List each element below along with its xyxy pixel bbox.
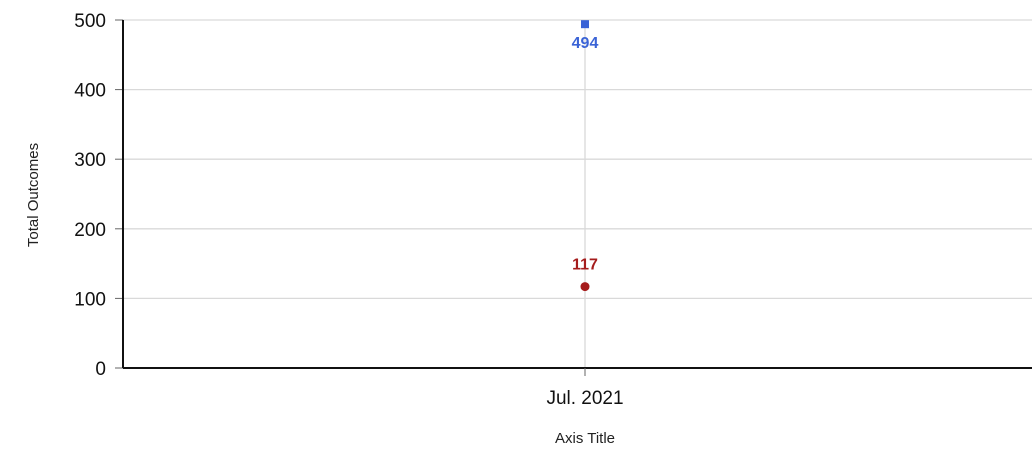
y-tick-label: 400 [74, 81, 106, 102]
y-tick-label: 200 [74, 220, 106, 241]
data-point-circle [580, 282, 590, 292]
data-label: 494 [572, 35, 599, 52]
x-tick-labels: Jul. 2021 [546, 368, 624, 409]
y-axis-title: Total Outcomes [25, 143, 42, 247]
data-point-square [581, 20, 589, 29]
y-tick-label: 100 [74, 289, 106, 310]
y-tick-label: 0 [95, 359, 106, 380]
x-tick-label: Jul. 2021 [546, 388, 623, 409]
y-tick-label: 500 [74, 11, 106, 32]
axes [122, 20, 1032, 369]
series-marks: 494 117 [572, 20, 599, 292]
data-label: 117 [572, 257, 598, 274]
x-axis-title: Axis Title [555, 430, 615, 447]
gridlines [123, 19, 1032, 368]
y-tick-labels: 0 100 200 300 400 500 [74, 11, 123, 380]
y-tick-label: 300 [74, 150, 106, 171]
